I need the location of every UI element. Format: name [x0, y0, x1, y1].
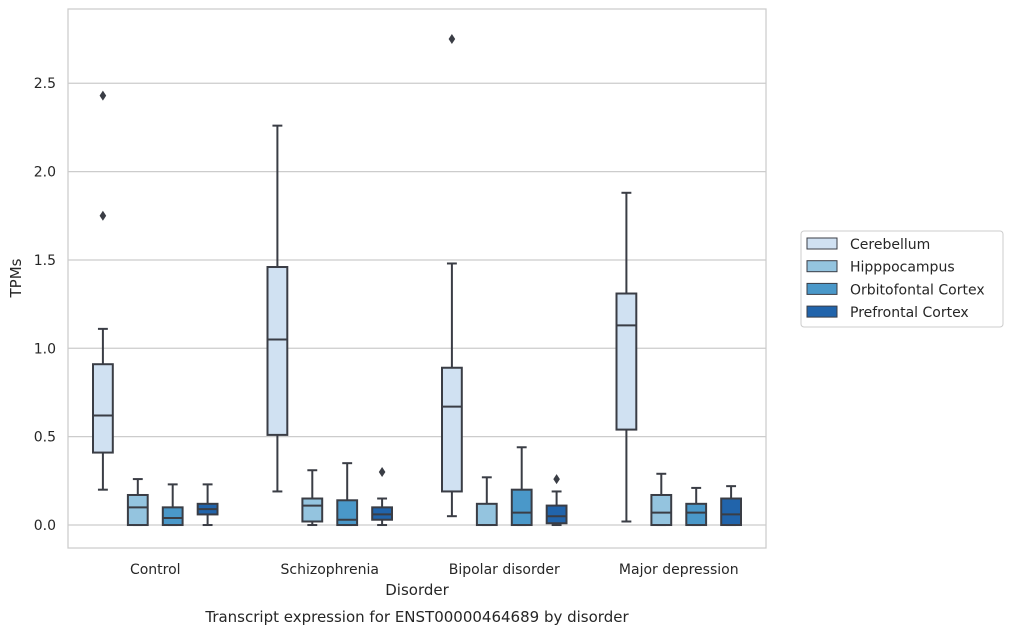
outlier-point: [99, 90, 107, 101]
x-tick-label: Bipolar disorder: [449, 562, 560, 578]
box: [92, 363, 114, 454]
box: [441, 366, 463, 493]
box: [266, 266, 289, 436]
legend-entry: Hipppocampus: [850, 260, 955, 276]
box: [510, 488, 533, 527]
legend-entry: Prefrontal Cortex: [850, 305, 969, 321]
box: [475, 502, 498, 527]
y-tick-label: 2.0: [34, 165, 56, 181]
y-tick-label: 2.5: [34, 76, 56, 92]
legend-swatch: [806, 260, 838, 273]
box: [336, 499, 359, 527]
box: [615, 292, 638, 431]
legend-entry: Cerebellum: [850, 237, 930, 253]
y-tick-label: 0.5: [34, 430, 56, 446]
box: [126, 493, 149, 527]
legend-swatch: [806, 237, 838, 250]
x-axis-label: Disorder: [385, 581, 449, 599]
outlier-point: [99, 210, 107, 221]
box: [720, 497, 743, 527]
box: [650, 493, 673, 527]
legend-swatch: [806, 305, 838, 318]
chart-caption: Transcript expression for ENST0000046468…: [204, 608, 629, 626]
outlier-point: [553, 474, 560, 485]
box-group: [615, 191, 743, 527]
box: [545, 504, 568, 525]
box-groups: [92, 34, 743, 527]
box: [161, 506, 184, 527]
legend: Cerebellum Hipppocampus Orbitofontal Corte…: [800, 230, 1004, 328]
box-group: [92, 90, 219, 527]
x-tick-label: Schizophrenia: [281, 562, 379, 578]
y-tick-label: 1.0: [34, 341, 56, 357]
legend-swatch: [806, 282, 838, 295]
y-gridlines: [68, 82, 766, 526]
x-tick-label: Major depression: [619, 562, 739, 578]
plot-frame: [67, 8, 767, 549]
legend-frame: [800, 230, 1004, 328]
outlier-point: [378, 467, 386, 478]
y-tick-label: 1.5: [34, 253, 56, 269]
y-tick-labels: 0.0 0.5 1.0 1.5 2.0 2.5: [34, 76, 56, 534]
y-axis-label: TPMs: [7, 258, 25, 298]
legend-entry: Orbitofontal Cortex: [850, 282, 985, 298]
box: [685, 502, 708, 527]
box-group: [441, 34, 568, 527]
y-tick-label: 0.0: [34, 518, 56, 534]
box-group: [266, 124, 394, 527]
x-tick-label: Control: [130, 562, 181, 578]
x-tick-labels: Control Schizophrenia Bipolar disorder Majo…: [130, 562, 739, 578]
outlier-point: [448, 34, 456, 45]
box: [301, 497, 324, 523]
